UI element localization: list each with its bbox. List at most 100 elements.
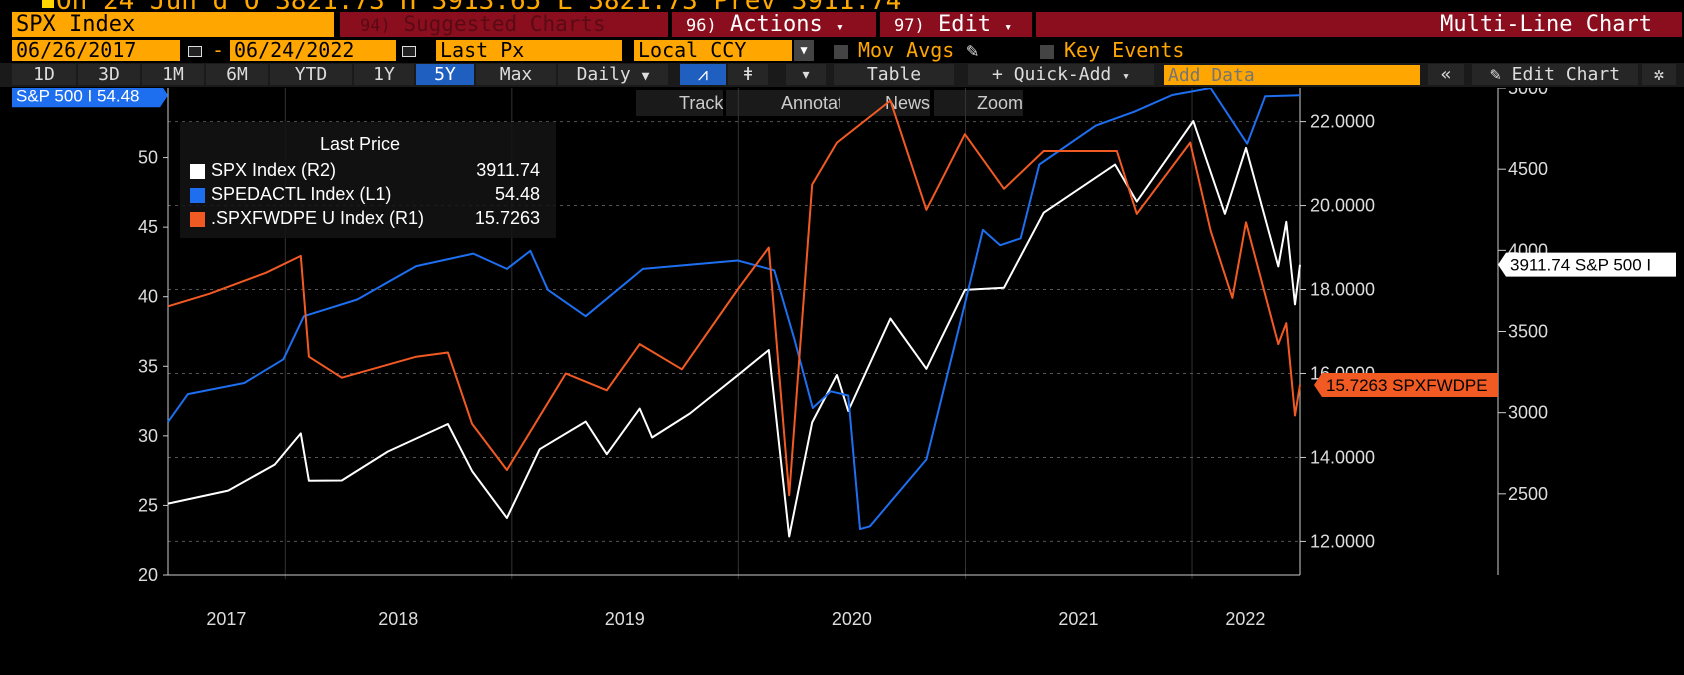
- axes: [163, 88, 1506, 576]
- legend-value: 15.7263: [474, 208, 540, 228]
- chevron-down-icon: ▾: [1122, 69, 1130, 84]
- left-tick-label: 30: [138, 426, 158, 446]
- chevron-down-icon: ▼: [641, 69, 650, 84]
- multi-line-chart[interactable]: 2025303540455012.000014.000016.000018.00…: [0, 88, 1684, 675]
- actions-menu[interactable]: 96) Actions ▾: [672, 12, 876, 37]
- chart-type-title: Multi-Line Chart: [1036, 12, 1682, 37]
- right2-last-tag: 3911.74 S&P 500 I: [1498, 252, 1676, 277]
- series-line: [167, 99, 1301, 497]
- gear-icon[interactable]: ✲: [1642, 64, 1676, 85]
- track-label: Track: [679, 90, 724, 116]
- x-tick-label: 2022: [1225, 609, 1265, 629]
- legend-item-spx[interactable]: SPX Index (R2) 3911.74: [190, 158, 550, 182]
- zoom-tool[interactable]: ⚲ Zoom: [934, 90, 1024, 116]
- edit-menu[interactable]: 97) Edit ▾: [880, 12, 1032, 37]
- table-button[interactable]: Table: [834, 64, 954, 85]
- series-lines: [167, 88, 1301, 538]
- legend-label: .SPXFWDPE U Index (R1): [211, 208, 425, 228]
- suggested-charts-button[interactable]: 94) Suggested Charts: [340, 12, 668, 37]
- news-tool[interactable]: ≣ News: [840, 90, 931, 116]
- quick-add-menu[interactable]: + Quick-Add ▾: [968, 64, 1154, 85]
- field-selector[interactable]: Last Px: [436, 40, 622, 61]
- frequency-selector[interactable]: Daily ▼: [558, 64, 668, 85]
- left-tick-label: 35: [138, 356, 158, 376]
- mov-avgs-toggle[interactable]: Mov Avgs ✎: [834, 40, 1014, 61]
- range-1d[interactable]: 1D: [12, 64, 76, 85]
- left-tick-label: 40: [138, 287, 158, 307]
- range-6m[interactable]: 6M: [206, 64, 268, 85]
- right2-tick-label: 4500: [1508, 159, 1548, 179]
- x-tick-label: 2021: [1058, 609, 1098, 629]
- news-label: News: [885, 90, 931, 116]
- range-max[interactable]: Max: [476, 64, 556, 85]
- left-last-tag: S&P 500 I 54.48: [12, 88, 168, 108]
- left-last-tag-text: S&P 500 I 54.48: [16, 88, 140, 105]
- pencil-icon[interactable]: ✎: [966, 38, 979, 62]
- range-3d[interactable]: 3D: [78, 64, 140, 85]
- currency-selector[interactable]: Local CCY: [634, 40, 792, 61]
- x-tick-label: 2020: [832, 609, 872, 629]
- right1-last-tag: 15.7263 SPXFWDPE: [1314, 372, 1498, 397]
- x-tick-label: 2019: [605, 609, 645, 629]
- right1-tick-label: 22.0000: [1310, 112, 1375, 132]
- range-toolbar: 1D 3D 1M 6M YTD 1Y 5Y Max Daily ▼ ⩘ ǂ ▾ …: [0, 63, 1684, 87]
- chevron-down-icon: ▾: [835, 20, 844, 35]
- left-tick-label: 20: [138, 565, 158, 585]
- security-field[interactable]: SPX Index: [12, 12, 334, 37]
- right2-last-tag-bg: [1498, 252, 1676, 277]
- key-events-toggle[interactable]: Key Events: [1040, 40, 1240, 61]
- collapse-icon[interactable]: «: [1428, 64, 1464, 85]
- main-toolbar: SPX Index 94) Suggested Charts 96) Actio…: [0, 12, 1684, 39]
- chevron-down-icon[interactable]: ▾: [786, 64, 826, 85]
- date-separator: -: [212, 38, 225, 62]
- edit-label: Edit: [937, 12, 991, 37]
- legend-title: Last Price: [320, 134, 401, 154]
- zoom-label: Zoom: [977, 90, 1024, 116]
- chevron-down-icon[interactable]: ▼: [794, 40, 814, 61]
- right2-tick-label: 3000: [1508, 403, 1548, 423]
- checkbox-icon[interactable]: [834, 44, 848, 59]
- legend-swatch: [190, 211, 205, 227]
- left-tick-label: 50: [138, 148, 158, 168]
- start-date-field[interactable]: 06/26/2017: [12, 40, 180, 61]
- x-tick-label: 2017: [206, 609, 246, 629]
- chevron-down-icon: ▾: [1004, 20, 1013, 35]
- actions-label: Actions: [729, 12, 823, 37]
- legend-label: SPEDACTL Index (L1): [211, 184, 392, 204]
- range-ytd[interactable]: YTD: [270, 64, 352, 85]
- calendar-icon[interactable]: [398, 40, 416, 61]
- axis-labels: 2025303540455012.000014.000016.000018.00…: [12, 88, 1676, 629]
- legend-value: 54.48: [494, 184, 540, 204]
- ticker-text: On 24 Jun d O 3821.73 H 3913.65 L 3821.7…: [56, 0, 901, 14]
- candlestick-icon[interactable]: ǂ: [728, 64, 768, 85]
- edit-chart-button[interactable]: ✎ Edit Chart: [1472, 64, 1638, 85]
- pencil-icon: ✎: [1489, 64, 1501, 85]
- legend-item-spedactl[interactable]: SPEDACTL Index (L1) 54.48: [190, 182, 550, 206]
- frequency-label: Daily: [576, 64, 631, 85]
- add-data-input[interactable]: [1164, 65, 1420, 85]
- quick-add-label: + Quick-Add: [992, 64, 1112, 85]
- x-tick-label: 2018: [378, 609, 418, 629]
- line-chart-icon[interactable]: ⩘: [680, 64, 726, 85]
- end-date-field[interactable]: 06/24/2022: [230, 40, 396, 61]
- calendar-icon[interactable]: [184, 40, 202, 61]
- right2-last-tag-text: 3911.74 S&P 500 I: [1510, 256, 1651, 275]
- key-events-label: Key Events: [1064, 38, 1185, 62]
- legend-label: SPX Index (R2): [211, 160, 337, 180]
- actions-num: 96): [686, 16, 717, 36]
- range-5y[interactable]: 5Y: [416, 64, 474, 85]
- range-1y[interactable]: 1Y: [354, 64, 414, 85]
- mov-avgs-label: Mov Avgs: [858, 38, 955, 62]
- right2-tick-label: 5000: [1508, 88, 1548, 98]
- checkbox-icon[interactable]: [1040, 44, 1054, 59]
- ticker-icon: [42, 0, 54, 8]
- edit-chart-label: Edit Chart: [1511, 64, 1621, 85]
- legend-item-spxfwdpe[interactable]: .SPXFWDPE U Index (R1) 15.7263: [190, 206, 550, 230]
- left-tick-label: 45: [138, 217, 158, 237]
- track-tool[interactable]: ✥ Track: [636, 90, 724, 116]
- range-1m[interactable]: 1M: [142, 64, 204, 85]
- edit-num: 97): [894, 16, 925, 36]
- legend-swatch: [190, 187, 205, 203]
- series-line: [167, 120, 1301, 538]
- legend-value: 3911.74: [476, 160, 540, 180]
